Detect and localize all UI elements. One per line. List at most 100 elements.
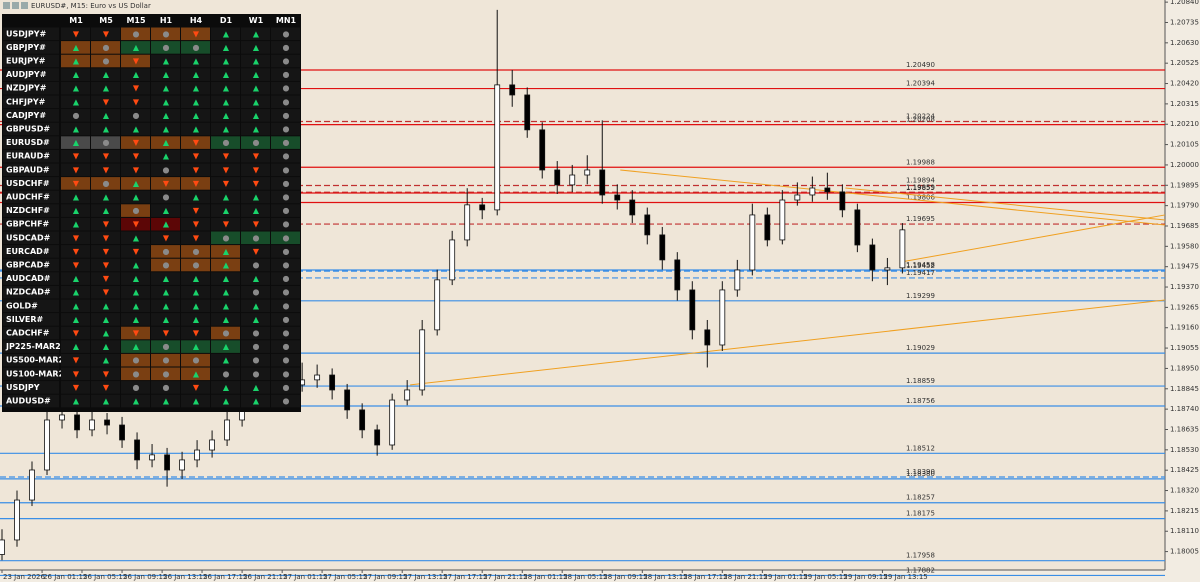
signal-cell bbox=[151, 381, 180, 394]
signal: ▲ bbox=[73, 70, 80, 79]
chart-title: EURUSD#, M15: Euro vs US Dollar bbox=[31, 2, 151, 10]
y-tick-label: 1.18950 bbox=[1170, 364, 1199, 372]
signal: ● bbox=[283, 179, 290, 188]
signal-cell bbox=[91, 299, 120, 313]
signal: ● bbox=[283, 125, 290, 134]
signal: ▼ bbox=[163, 179, 170, 188]
signal: ▼ bbox=[193, 179, 200, 188]
x-tick-label: 29 Jan 09:15 bbox=[843, 573, 887, 581]
signal-cell bbox=[151, 204, 180, 217]
signal: ▼ bbox=[73, 29, 80, 38]
icon bbox=[12, 2, 19, 9]
signal-cell bbox=[91, 122, 120, 136]
candle-body bbox=[119, 424, 125, 441]
signal-cell bbox=[181, 353, 210, 367]
signal-cell bbox=[151, 27, 180, 41]
signal: ▼ bbox=[133, 165, 140, 174]
signal-cell bbox=[271, 231, 300, 245]
signal: ● bbox=[133, 29, 140, 38]
signal: ▲ bbox=[133, 288, 140, 297]
symbol: EURAUD# bbox=[6, 152, 50, 161]
signal-cell bbox=[61, 245, 90, 258]
signal-cell bbox=[241, 81, 270, 95]
signal: ▲ bbox=[193, 193, 200, 202]
column-header: W1 bbox=[249, 16, 264, 25]
signal-cell bbox=[211, 27, 240, 41]
signal-cell bbox=[151, 41, 180, 54]
candle-body bbox=[734, 269, 741, 291]
signal-cell bbox=[91, 340, 120, 353]
signal-cell bbox=[121, 136, 150, 149]
signal-cell bbox=[211, 122, 240, 136]
candle-body bbox=[434, 279, 441, 331]
signal: ▼ bbox=[253, 152, 260, 161]
level-label: 1.19299 bbox=[906, 292, 935, 300]
signal: ● bbox=[163, 165, 170, 174]
symbol-cell bbox=[3, 163, 59, 177]
signal: ● bbox=[253, 288, 260, 297]
signal-cell bbox=[241, 163, 270, 177]
signal: ▲ bbox=[223, 43, 230, 52]
signal-cell bbox=[151, 136, 180, 149]
signal: ▲ bbox=[163, 288, 170, 297]
level-label: 1.18512 bbox=[906, 444, 935, 452]
y-tick-label: 1.19895 bbox=[1170, 181, 1199, 189]
signal-cell bbox=[181, 163, 210, 177]
candle-body bbox=[884, 267, 891, 271]
signal: ▼ bbox=[163, 329, 170, 338]
signal-cell bbox=[61, 54, 90, 68]
signal: ▲ bbox=[73, 301, 80, 310]
signal-cell bbox=[91, 109, 120, 122]
signal: ● bbox=[253, 233, 260, 242]
signal: ▼ bbox=[133, 329, 140, 338]
signal-cell bbox=[121, 394, 150, 408]
symbol-cell bbox=[3, 258, 59, 272]
signal: ● bbox=[283, 233, 290, 242]
signal-cell bbox=[121, 190, 150, 204]
signal: ▲ bbox=[73, 206, 80, 215]
y-tick-label: 1.18215 bbox=[1170, 507, 1199, 515]
symbol-cell bbox=[3, 41, 59, 54]
signal-cell bbox=[181, 41, 210, 54]
signal-cell bbox=[61, 109, 90, 122]
level-label: 1.20208 bbox=[906, 116, 935, 124]
symbol-cell bbox=[3, 177, 59, 190]
signal: ● bbox=[283, 383, 290, 392]
signal-cell bbox=[211, 245, 240, 258]
x-tick-label: 23 Jan 2026 bbox=[3, 573, 46, 581]
x-tick-label: 26 Jan 05:15 bbox=[83, 573, 127, 581]
signal-cell bbox=[181, 136, 210, 149]
signal: ● bbox=[283, 369, 290, 378]
symbol-cell bbox=[3, 149, 59, 163]
candle-body bbox=[569, 174, 576, 186]
signal: ▲ bbox=[253, 274, 260, 283]
candle-body bbox=[179, 459, 185, 471]
signal-cell bbox=[211, 204, 240, 217]
signal: ▲ bbox=[193, 315, 200, 324]
signal-cell bbox=[151, 272, 180, 285]
signal-cell bbox=[181, 27, 210, 41]
signal-cell bbox=[271, 394, 300, 408]
signal-cell bbox=[121, 122, 150, 136]
candles bbox=[0, 9, 906, 561]
signal-cell bbox=[211, 326, 240, 340]
candle-body bbox=[59, 414, 65, 421]
signal: ▲ bbox=[223, 57, 230, 66]
symbol-cell bbox=[3, 95, 59, 109]
level-label: 1.19806 bbox=[906, 194, 935, 202]
signal: ▲ bbox=[193, 274, 200, 283]
signal: ▼ bbox=[193, 329, 200, 338]
candle-body bbox=[704, 329, 711, 346]
signal-cell bbox=[241, 136, 270, 149]
candle-body bbox=[0, 539, 5, 555]
symbol-cell bbox=[3, 190, 59, 204]
signal-cell bbox=[271, 204, 300, 217]
x-tick-label: 28 Jan 17:15 bbox=[683, 573, 727, 581]
y-tick-label: 1.19685 bbox=[1170, 222, 1199, 230]
signal-cell bbox=[181, 95, 210, 109]
signal: ▼ bbox=[193, 29, 200, 38]
level-label: 1.19859 bbox=[906, 183, 935, 191]
x-tick-label: 26 Jan 01:15 bbox=[43, 573, 87, 581]
signal: ▼ bbox=[103, 152, 110, 161]
